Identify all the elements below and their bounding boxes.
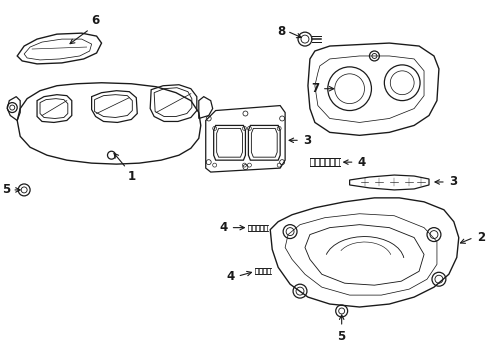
Text: 4: 4 <box>226 270 234 283</box>
Text: 5: 5 <box>2 184 10 197</box>
Text: 3: 3 <box>303 134 310 147</box>
Text: 3: 3 <box>448 175 456 189</box>
Text: 1: 1 <box>127 170 135 183</box>
Text: 8: 8 <box>276 24 285 38</box>
Text: 6: 6 <box>91 14 100 27</box>
Text: 2: 2 <box>476 231 484 244</box>
Text: 7: 7 <box>311 82 319 95</box>
Text: 4: 4 <box>357 156 365 168</box>
Text: 4: 4 <box>219 221 227 234</box>
Text: 5: 5 <box>337 330 345 343</box>
